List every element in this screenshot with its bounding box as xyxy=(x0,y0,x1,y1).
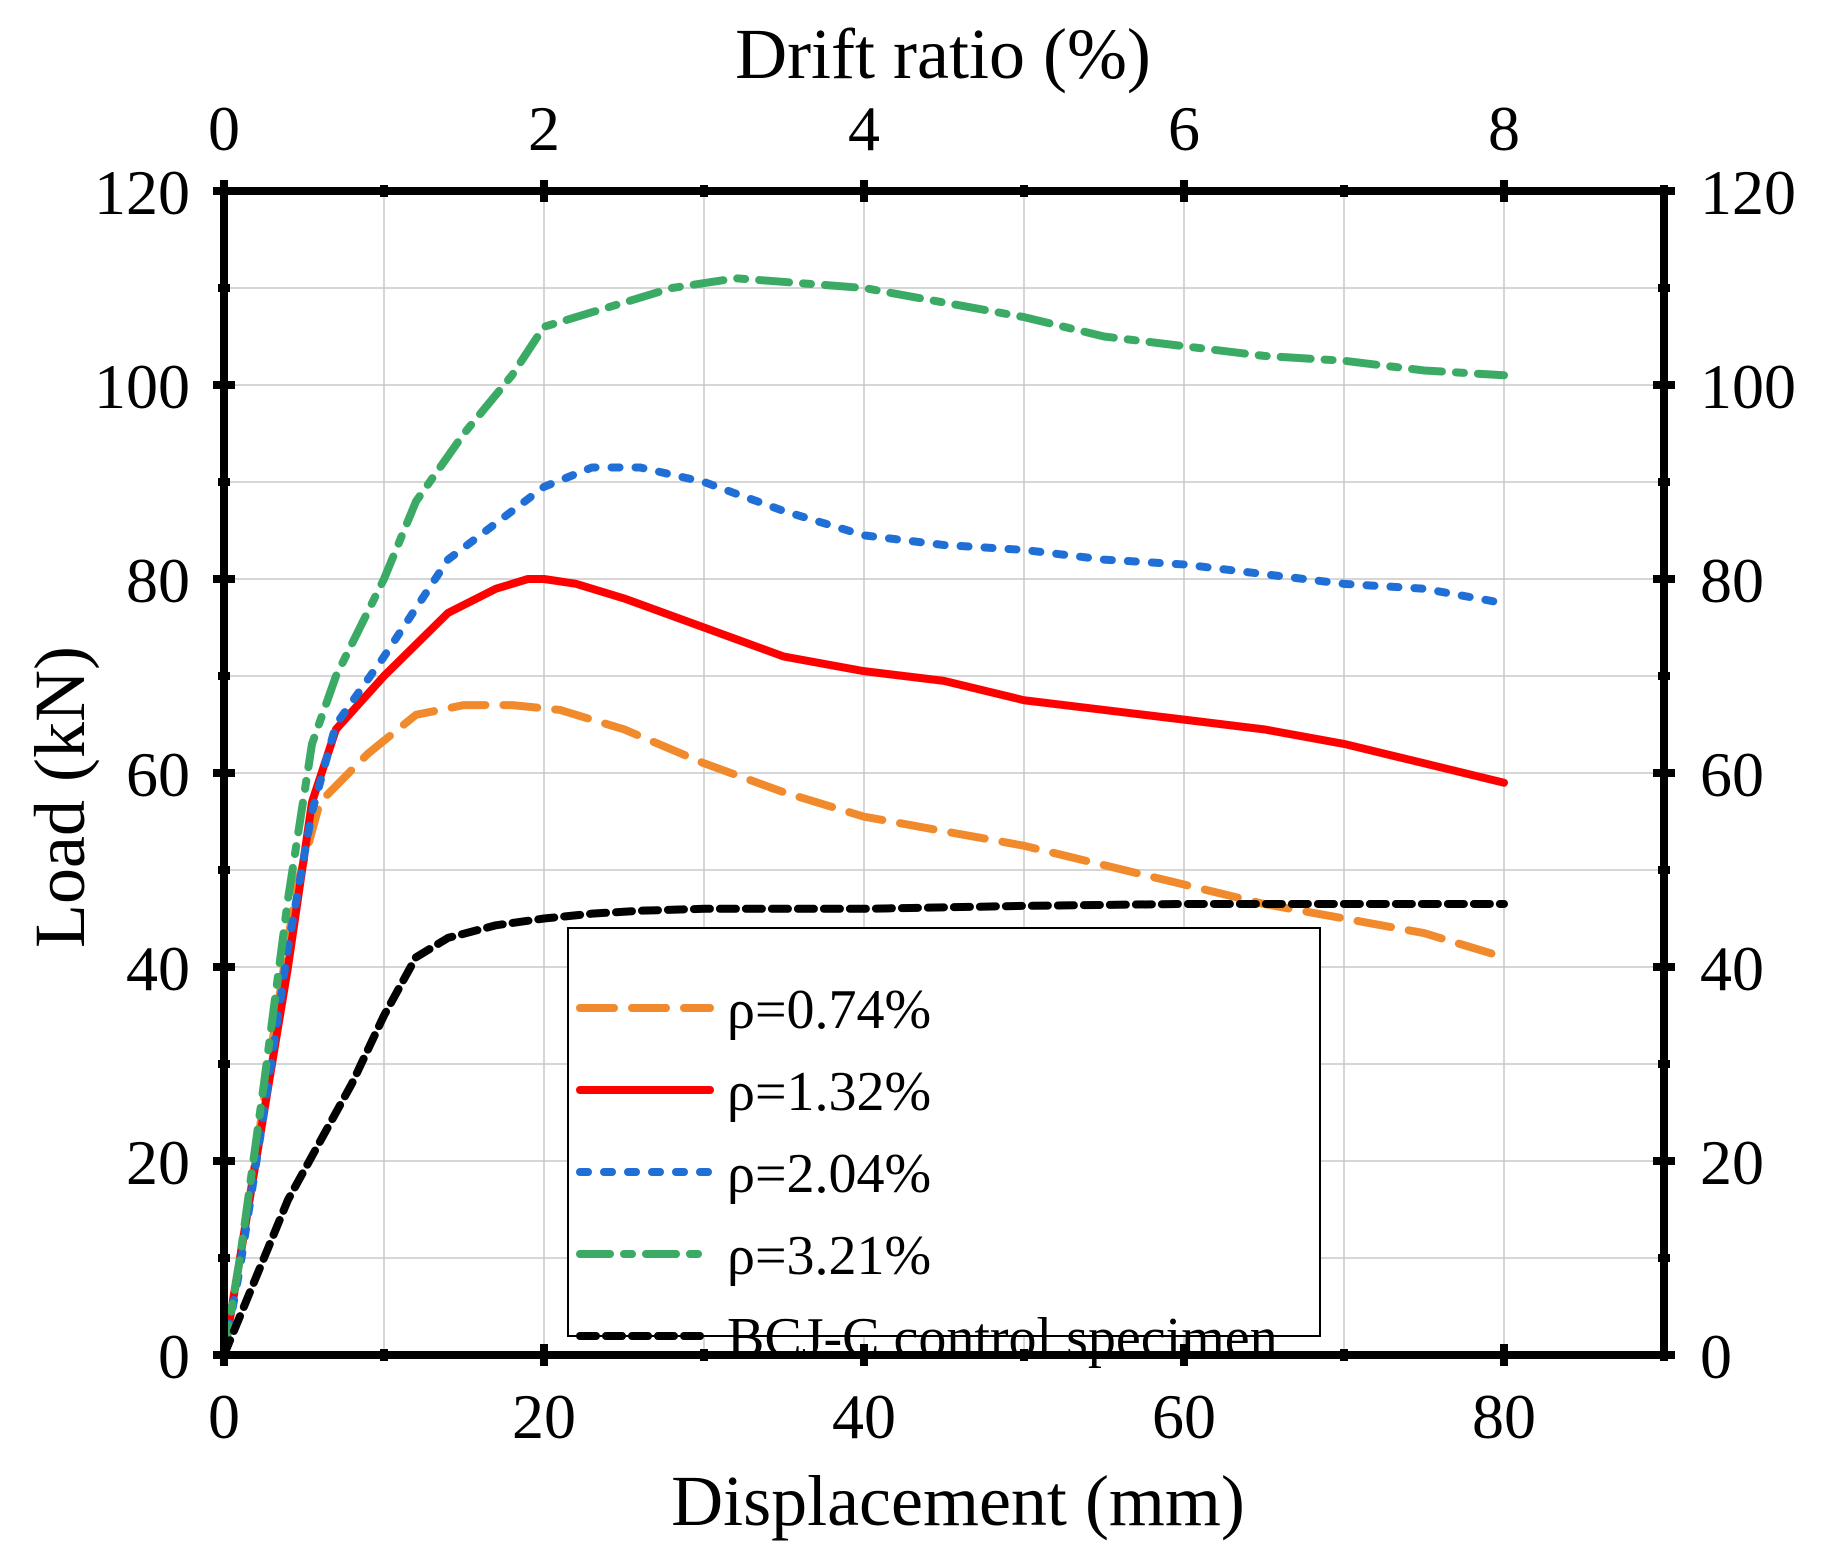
series-5-line xyxy=(220,899,1508,1359)
x-tick-label: 60 xyxy=(1152,1381,1216,1452)
y-axis-title: Load (kN) xyxy=(20,646,100,948)
legend-label-4: ρ=3.21% xyxy=(727,1225,931,1287)
top-x-tick-label: 8 xyxy=(1488,93,1520,164)
y-tick-label-left: 80 xyxy=(126,545,190,616)
legend-label-5: BCJ-C control specimen xyxy=(727,1307,1278,1369)
series-3-line xyxy=(220,463,1508,1359)
legend: ρ=0.74% ρ=1.32% ρ=2.04% ρ=3.21% BCJ-C contro… xyxy=(567,927,1321,1369)
top-x-axis-title: Drift ratio (%) xyxy=(735,14,1151,94)
series-4-line xyxy=(220,274,1508,1359)
legend-label-3: ρ=2.04% xyxy=(727,1143,931,1205)
y-tick-label-left: 120 xyxy=(94,157,190,228)
x-tick-label: 20 xyxy=(512,1381,576,1452)
y-tick-label-right: 80 xyxy=(1700,545,1764,616)
top-x-tick-label: 2 xyxy=(528,93,560,164)
y-tick-label-right: 0 xyxy=(1700,1321,1732,1392)
legend-label-1: ρ=0.74% xyxy=(727,979,931,1041)
top-x-tick-label: 6 xyxy=(1168,93,1200,164)
y-tick-label-right: 100 xyxy=(1700,351,1796,422)
y-tick-label-left: 100 xyxy=(94,351,190,422)
y-tick-label-right: 20 xyxy=(1700,1127,1764,1198)
y-tick-label-left: 40 xyxy=(126,933,190,1004)
y-tick-label-right: 60 xyxy=(1700,739,1764,810)
x-tick-label: 80 xyxy=(1472,1381,1536,1452)
top-x-tick-label: 4 xyxy=(848,93,880,164)
legend-items: ρ=0.74% ρ=1.32% ρ=2.04% ρ=3.21% BCJ-C contro… xyxy=(576,979,1278,1369)
y-tick-label-right: 40 xyxy=(1700,933,1764,1004)
top-x-tick-label: 0 xyxy=(208,93,240,164)
x-tick-label: 40 xyxy=(832,1381,896,1452)
legend-box xyxy=(567,927,1321,1337)
x-axis-title: Displacement (mm) xyxy=(671,1461,1245,1541)
y-tick-label-left: 60 xyxy=(126,739,190,810)
x-tick-label: 0 xyxy=(208,1381,240,1452)
y-tick-label-left: 0 xyxy=(158,1321,190,1392)
y-tick-label-left: 20 xyxy=(126,1127,190,1198)
legend-label-2: ρ=1.32% xyxy=(727,1061,931,1123)
series-layer xyxy=(220,274,1508,1359)
y-tick-label-right: 120 xyxy=(1700,157,1796,228)
